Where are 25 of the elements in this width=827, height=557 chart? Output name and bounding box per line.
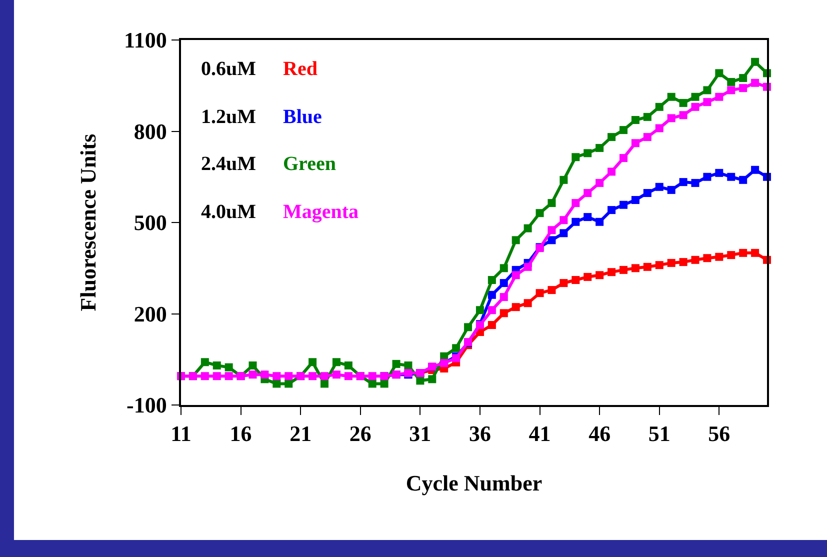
- x-axis-title: Cycle Number: [406, 470, 542, 496]
- text: Green: [283, 153, 336, 175]
- text: Blue: [283, 106, 322, 128]
- y-tick-label: 800: [134, 118, 167, 144]
- text: Magenta: [283, 201, 359, 223]
- annotation: 1.2uM: [201, 106, 256, 128]
- y-axis-title: Fluorescence Units: [75, 133, 100, 312]
- x-tick-label: 26: [349, 421, 372, 446]
- y-tick-label: 500: [134, 210, 167, 236]
- x-tick-label: 31: [409, 421, 432, 446]
- y-tick-label: 200: [134, 301, 167, 326]
- x-tick-label: 21: [290, 421, 312, 446]
- x-tick-label: 46: [588, 421, 611, 446]
- annotation: 4.0uM: [201, 201, 256, 223]
- x-tick-label: 36: [468, 421, 491, 446]
- x-tick-label: 41: [528, 421, 551, 446]
- x-tick-label: 56: [708, 421, 730, 446]
- y-tick-label: -100: [126, 392, 167, 418]
- y-tick-label: 1100: [124, 28, 167, 53]
- text: Red: [283, 58, 318, 80]
- annotation: 0.6uM: [201, 58, 256, 80]
- x-tick-label: 51: [648, 421, 670, 446]
- x-tick-label: 16: [230, 421, 252, 446]
- x-tick-label: 11: [170, 421, 192, 446]
- annotation: 2.4uM: [201, 153, 256, 175]
